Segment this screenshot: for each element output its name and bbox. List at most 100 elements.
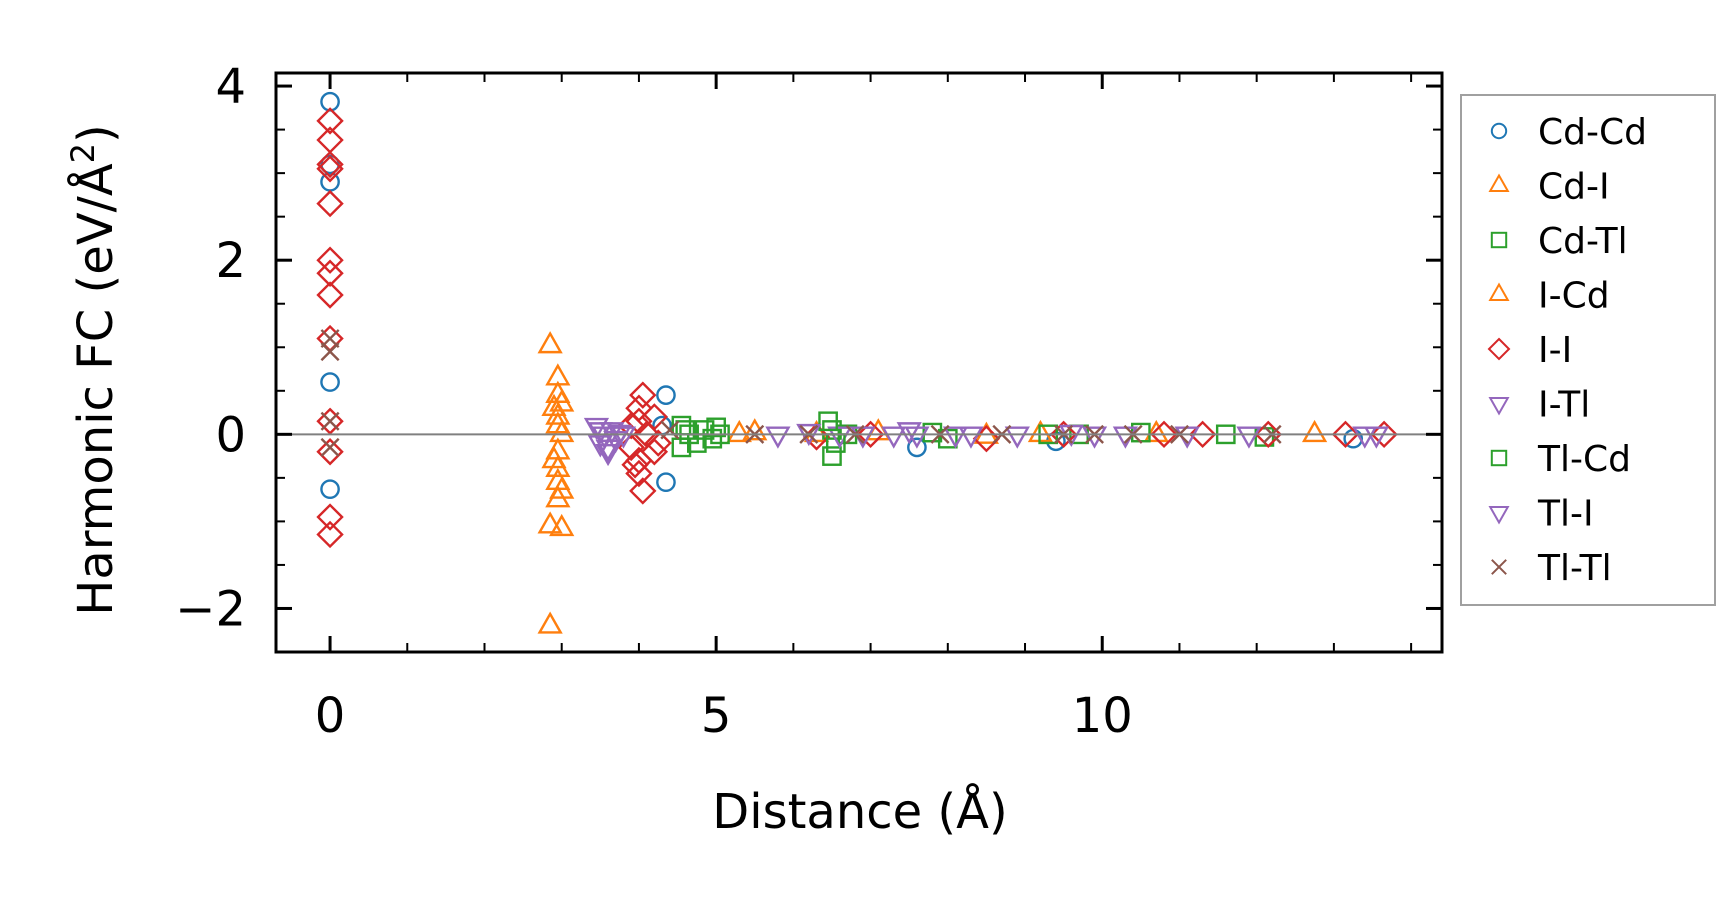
data-point xyxy=(856,420,885,449)
series-tl-tl xyxy=(320,329,1282,457)
data-point xyxy=(587,422,613,445)
y-axis-label-main: Harmonic FC (eV/Å xyxy=(67,163,124,616)
data-point xyxy=(675,420,696,440)
data-point xyxy=(316,107,344,135)
data-point xyxy=(621,451,649,479)
legend-entry: I-I xyxy=(1487,330,1572,371)
data-point xyxy=(1301,419,1328,443)
data-point xyxy=(822,446,842,466)
data-point xyxy=(629,381,657,409)
data-point xyxy=(617,411,645,440)
data-point xyxy=(818,411,838,432)
axis-ticks xyxy=(276,73,1442,652)
legend-entry: Tl-Cd xyxy=(1490,439,1631,480)
data-point xyxy=(625,459,653,488)
data-marks xyxy=(316,91,1398,634)
data-point xyxy=(958,426,984,449)
legend-entry: Cd-I xyxy=(1488,167,1610,208)
x-tick-label: 5 xyxy=(701,688,732,744)
tick-labels: 0 5 10 −2 0 2 4 xyxy=(175,59,1133,744)
data-point xyxy=(541,446,567,469)
legend-entry: I-Tl xyxy=(1488,385,1590,426)
y-axis-label: Harmonic FC (eV/Å2) xyxy=(64,124,124,616)
data-point xyxy=(610,426,637,449)
legend-label: Cd-Tl xyxy=(1538,221,1628,262)
data-point xyxy=(904,426,930,449)
data-point xyxy=(726,419,752,443)
legend-label: Cd-I xyxy=(1538,167,1610,208)
legend-marker xyxy=(1490,231,1508,249)
data-point xyxy=(316,438,344,466)
legend-label: Tl-I xyxy=(1537,494,1594,535)
data-point xyxy=(617,433,645,462)
data-point xyxy=(1081,426,1108,449)
legend-marker xyxy=(1490,449,1508,467)
data-point xyxy=(537,611,563,634)
data-point xyxy=(942,426,969,449)
legend-marker xyxy=(1490,122,1508,140)
data-point xyxy=(541,393,567,417)
data-point xyxy=(1363,426,1389,449)
legend-box xyxy=(1460,94,1716,606)
data-point xyxy=(896,422,922,445)
data-point xyxy=(660,420,680,440)
x-tick-label: 10 xyxy=(1072,688,1133,744)
legend-label: Tl-Tl xyxy=(1537,548,1612,589)
data-point xyxy=(320,411,340,431)
data-point xyxy=(640,403,669,431)
data-point xyxy=(320,437,340,457)
data-point xyxy=(316,189,344,218)
legend-entry: Tl-Tl xyxy=(1491,548,1612,589)
data-point xyxy=(644,429,672,457)
plot-frame xyxy=(274,71,1444,654)
data-point xyxy=(1188,420,1217,449)
legend-entry: Cd-Cd xyxy=(1490,112,1647,153)
legend-label: I-I xyxy=(1538,330,1572,371)
legend-marker xyxy=(1491,559,1507,575)
y-tick-label: 4 xyxy=(215,59,246,115)
legend-label: I-Tl xyxy=(1538,385,1590,426)
data-point xyxy=(595,443,621,467)
data-point xyxy=(907,437,927,458)
legend-marker xyxy=(1488,397,1510,416)
legend-marker xyxy=(1488,506,1510,525)
data-point xyxy=(316,281,344,309)
data-point xyxy=(1236,426,1262,449)
data-point xyxy=(640,438,669,466)
legend-entry: Tl-I xyxy=(1488,494,1594,535)
legend-entry: I-Cd xyxy=(1488,276,1610,317)
legend-marker xyxy=(1487,337,1511,361)
data-point xyxy=(1150,420,1178,449)
data-point xyxy=(316,150,344,179)
data-point xyxy=(537,511,563,534)
y-tick-label: −2 xyxy=(175,581,246,637)
data-point xyxy=(316,407,344,435)
data-point xyxy=(320,372,340,392)
data-point xyxy=(316,520,344,549)
y-axis-label-superscript: 2 xyxy=(64,143,102,163)
data-point xyxy=(545,485,571,508)
data-point xyxy=(937,428,958,449)
data-point xyxy=(1143,419,1169,443)
data-point xyxy=(545,411,571,434)
data-point xyxy=(316,503,344,531)
y-tick-label: 2 xyxy=(215,233,246,289)
data-point xyxy=(1004,426,1030,449)
legend-label: Cd-Cd xyxy=(1538,112,1647,153)
data-point xyxy=(765,426,791,449)
data-point xyxy=(1331,420,1360,449)
data-point xyxy=(656,472,676,493)
data-point xyxy=(316,246,344,274)
legend-marker xyxy=(1488,282,1510,301)
legend-label: Tl-Cd xyxy=(1537,439,1631,480)
data-point xyxy=(537,331,563,354)
data-point xyxy=(706,417,726,438)
y-axis-label-close: ) xyxy=(68,124,124,143)
series-i-i xyxy=(316,107,1398,549)
y-tick-label: 0 xyxy=(215,407,246,463)
legend: Cd-Cd Cd-I Cd-Tl I-Cd I-I I-Tl Tl-Cd Tl-I Tl-Tl xyxy=(1460,94,1716,606)
data-point xyxy=(656,385,676,405)
legend-label: I-Cd xyxy=(1538,276,1610,317)
